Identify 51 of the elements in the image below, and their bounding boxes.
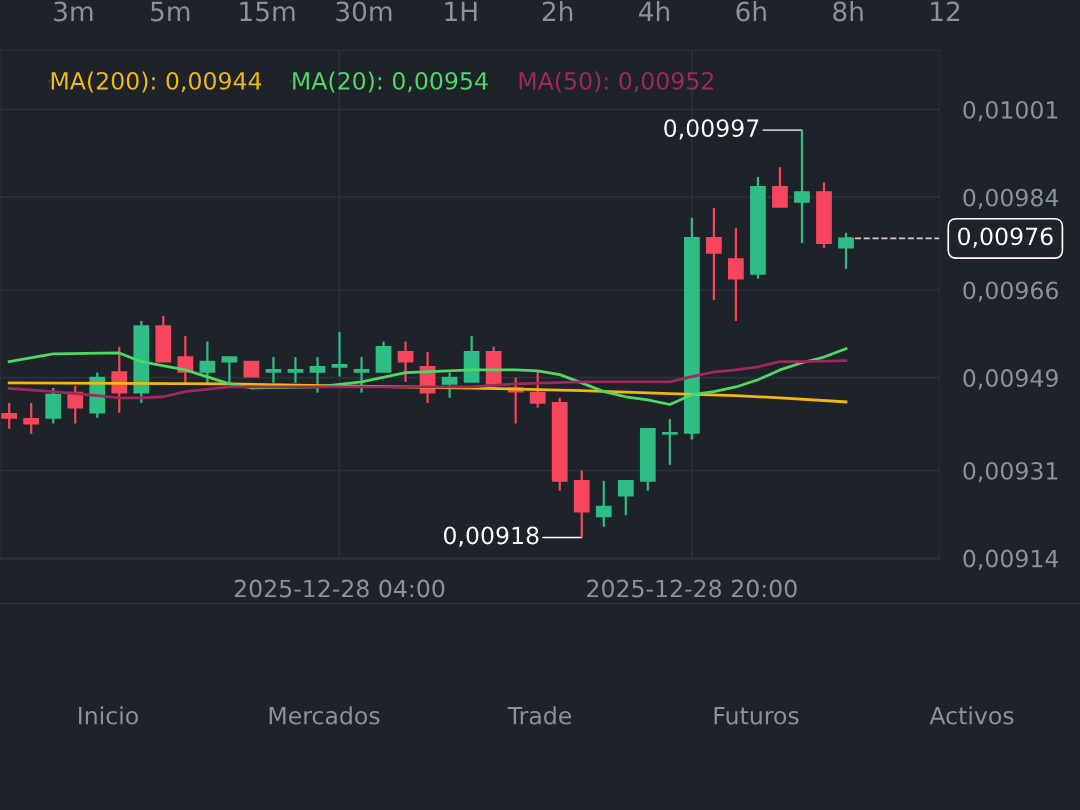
candlestick: [529, 370, 546, 409]
candlestick: [728, 227, 744, 323]
y-tick-label: 0,00949: [963, 369, 1058, 390]
x-tick-label: 2025-12-28 04:00: [234, 579, 445, 598]
text: Activos: [929, 706, 1014, 725]
candlestick: [45, 386, 62, 425]
text: 3m: [54, 1, 93, 22]
text: 12: [931, 1, 960, 22]
line-series: [7, 359, 848, 400]
text: Inicio: [79, 706, 138, 725]
text: 6h: [736, 1, 766, 22]
text: 2h: [542, 1, 573, 22]
candlestick: [221, 355, 238, 384]
ref-line-label: 0,00976: [958, 227, 1053, 248]
text: 1H: [445, 1, 477, 22]
candlestick: [287, 355, 304, 384]
candlestick: [23, 401, 40, 435]
candlestick: [265, 355, 282, 384]
candlestick: [331, 330, 348, 378]
candlestick: [309, 355, 326, 394]
candlestick: [397, 340, 414, 383]
candlestick: [705, 206, 722, 301]
candlestick: [838, 231, 854, 270]
legend-label: MA(200): 0,00944: [51, 71, 262, 93]
y-tick-label: 0,00931: [963, 461, 1058, 483]
text: 5m: [151, 1, 190, 22]
candlestick: [595, 479, 612, 528]
text: Mercados: [269, 706, 380, 725]
candlestick: [199, 340, 216, 384]
candlestick: [661, 417, 678, 466]
legend-label: MA(20): 0,00954: [293, 71, 488, 93]
candlestick: [1, 401, 18, 430]
candlestick: [772, 166, 788, 209]
text: Trade: [507, 706, 572, 725]
candlestick: [617, 479, 634, 517]
candlestick: [353, 355, 370, 394]
annotation: 0,00997: [664, 119, 759, 140]
y-tick-label: 0,01001: [963, 100, 1058, 122]
text: 8h: [833, 1, 863, 22]
text: 4h: [639, 1, 669, 22]
y-tick-label: 0,00966: [963, 281, 1058, 302]
legend-label: MA(50): 0,00952: [519, 71, 714, 93]
x-tick-label: 2025-12-28 20:00: [587, 579, 797, 598]
text: 15m: [240, 1, 295, 22]
text: Futuros: [714, 706, 799, 725]
text: 30m: [336, 1, 392, 22]
y-tick-label: 0,00914: [963, 549, 1059, 570]
candlestick: [441, 371, 458, 399]
y-tick-label: 0,00984: [963, 188, 1059, 209]
candlestick: [794, 129, 810, 245]
annotation: 0,00918: [444, 526, 539, 547]
